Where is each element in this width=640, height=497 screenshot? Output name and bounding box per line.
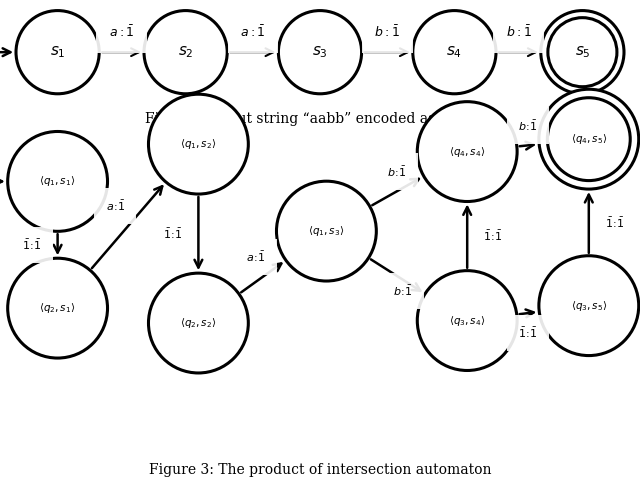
Text: $\bar{1}\!:\!\bar{1}$: $\bar{1}\!:\!\bar{1}$ xyxy=(483,229,502,243)
Text: $s_4$: $s_4$ xyxy=(446,44,463,60)
Text: $\langle q_4, s_5\rangle$: $\langle q_4, s_5\rangle$ xyxy=(571,132,607,146)
Text: $s_2$: $s_2$ xyxy=(178,44,193,60)
Ellipse shape xyxy=(278,10,362,94)
Text: $b:\bar{1}$: $b:\bar{1}$ xyxy=(374,24,400,40)
Text: Figure 3: The product of intersection automaton: Figure 3: The product of intersection au… xyxy=(148,463,492,477)
Text: $b\!:\!\bar{1}$: $b\!:\!\bar{1}$ xyxy=(518,118,538,133)
Text: $a\!:\!\bar{1}$: $a\!:\!\bar{1}$ xyxy=(106,199,125,213)
Text: $s_3$: $s_3$ xyxy=(312,44,328,60)
Text: $\langle q_1, s_1\rangle$: $\langle q_1, s_1\rangle$ xyxy=(40,174,76,188)
Ellipse shape xyxy=(417,102,517,201)
Text: $b:\bar{1}$: $b:\bar{1}$ xyxy=(506,24,531,40)
Ellipse shape xyxy=(8,132,108,231)
Text: $b\!:\!\bar{1}$: $b\!:\!\bar{1}$ xyxy=(387,165,406,178)
Text: $\langle q_4, s_4\rangle$: $\langle q_4, s_4\rangle$ xyxy=(449,145,485,159)
Text: $\bar{1}\!:\!\bar{1}$: $\bar{1}\!:\!\bar{1}$ xyxy=(518,326,538,340)
Ellipse shape xyxy=(8,258,108,358)
Ellipse shape xyxy=(16,10,99,94)
Text: $s_1$: $s_1$ xyxy=(50,44,65,60)
Text: $\langle q_3, s_5\rangle$: $\langle q_3, s_5\rangle$ xyxy=(571,299,607,313)
Text: $b\!:\!\bar{1}$: $b\!:\!\bar{1}$ xyxy=(394,284,413,298)
Ellipse shape xyxy=(539,256,639,355)
Text: $\langle q_2, s_1\rangle$: $\langle q_2, s_1\rangle$ xyxy=(40,301,76,315)
Text: $\langle q_3, s_4\rangle$: $\langle q_3, s_4\rangle$ xyxy=(449,314,485,328)
Text: $\bar{1}\!:\!\bar{1}$: $\bar{1}\!:\!\bar{1}$ xyxy=(22,238,42,252)
Ellipse shape xyxy=(417,271,517,370)
Text: $\langle q_2, s_2\rangle$: $\langle q_2, s_2\rangle$ xyxy=(180,316,216,330)
Text: $s_5$: $s_5$ xyxy=(575,44,590,60)
Text: $a:\bar{1}$: $a:\bar{1}$ xyxy=(109,24,134,40)
Ellipse shape xyxy=(148,273,248,373)
Ellipse shape xyxy=(276,181,376,281)
Ellipse shape xyxy=(541,10,624,94)
Text: $a:\bar{1}$: $a:\bar{1}$ xyxy=(240,24,266,40)
Text: $\langle q_1, s_3\rangle$: $\langle q_1, s_3\rangle$ xyxy=(308,224,344,238)
Text: $a\!:\!\bar{1}$: $a\!:\!\bar{1}$ xyxy=(246,250,266,264)
Ellipse shape xyxy=(413,10,496,94)
Ellipse shape xyxy=(148,94,248,194)
Ellipse shape xyxy=(539,89,639,189)
Ellipse shape xyxy=(144,10,227,94)
Text: $\bar{1}\!:\!\bar{1}$: $\bar{1}\!:\!\bar{1}$ xyxy=(605,215,624,230)
Text: $\bar{1}\!:\!\bar{1}$: $\bar{1}\!:\!\bar{1}$ xyxy=(163,227,182,241)
Text: $\langle q_1, s_2\rangle$: $\langle q_1, s_2\rangle$ xyxy=(180,137,216,151)
Text: Figure 2: Input string “aabb” encoded as a WFSA: Figure 2: Input string “aabb” encoded as… xyxy=(145,112,495,126)
